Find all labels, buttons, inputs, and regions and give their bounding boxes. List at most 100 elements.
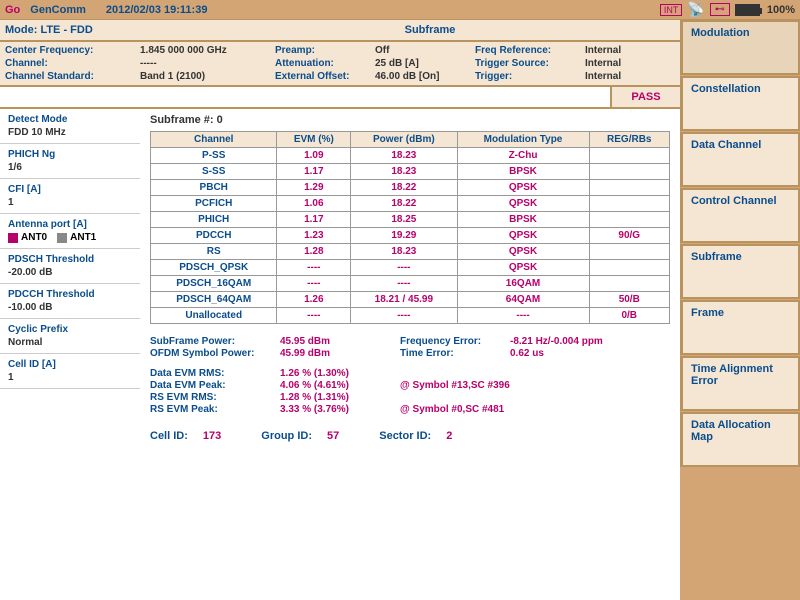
- table-header: Channel: [151, 132, 277, 148]
- table-cell: ----: [457, 308, 589, 324]
- table-row: Unallocated------------0/B: [151, 308, 670, 324]
- section-title: Subframe: [180, 24, 680, 36]
- table-cell: 1.17: [277, 212, 351, 228]
- ch-label: Channel:: [5, 58, 140, 69]
- pdsch-value: -20.00 dB: [8, 267, 132, 278]
- info-panel: Center Frequency: Channel: Channel Stand…: [0, 42, 680, 87]
- table-row: P-SS1.0918.23Z-Chu: [151, 148, 670, 164]
- table-cell: RS: [151, 244, 277, 260]
- table-row: PHICH1.1718.25BPSK: [151, 212, 670, 228]
- left-params-panel: Detect Mode FDD 10 MHz PHICH Ng 1/6 CFI …: [0, 109, 140, 600]
- ofdm-power-label: OFDM Symbol Power:: [150, 348, 280, 359]
- table-cell: 18.23: [351, 244, 457, 260]
- table-cell: BPSK: [457, 212, 589, 228]
- table-cell: QPSK: [457, 196, 589, 212]
- center-area: Subframe #: 0 ChannelEVM (%)Power (dBm)M…: [140, 109, 680, 600]
- trig-label: Trigger:: [475, 71, 585, 82]
- table-cell: ----: [351, 308, 457, 324]
- param-pdsch-threshold[interactable]: PDSCH Threshold -20.00 dB: [0, 249, 140, 284]
- rs-evm-peak-label: RS EVM Peak:: [150, 404, 280, 415]
- table-cell: [589, 244, 669, 260]
- table-cell: 1.09: [277, 148, 351, 164]
- menu-data-allocation[interactable]: Data Allocation Map: [680, 412, 800, 467]
- table-header: Power (dBm): [351, 132, 457, 148]
- table-cell: [589, 196, 669, 212]
- table-cell: PDCCH: [151, 228, 277, 244]
- cfi-label: CFI [A]: [8, 184, 132, 195]
- detect-label: Detect Mode: [8, 114, 132, 125]
- cs-label: Channel Standard:: [5, 71, 140, 82]
- table-cell: 18.23: [351, 148, 457, 164]
- table-cell: ----: [277, 276, 351, 292]
- table-header: EVM (%): [277, 132, 351, 148]
- table-cell: PDSCH_QPSK: [151, 260, 277, 276]
- menu-data-channel[interactable]: Data Channel: [680, 132, 800, 187]
- param-detect-mode[interactable]: Detect Mode FDD 10 MHz: [0, 109, 140, 144]
- ant1-swatch: [57, 233, 67, 243]
- param-cell-id[interactable]: Cell ID [A] 1: [0, 354, 140, 389]
- phich-value: 1/6: [8, 162, 132, 173]
- param-cyclic-prefix[interactable]: Cyclic Prefix Normal: [0, 319, 140, 354]
- table-cell: 18.21 / 45.99: [351, 292, 457, 308]
- ch-value: -----: [140, 58, 275, 69]
- cellid-value: 1: [8, 372, 132, 383]
- ofdm-power-value: 45.99 dBm: [280, 348, 400, 359]
- table-cell: Unallocated: [151, 308, 277, 324]
- extoff-label: External Offset:: [275, 71, 375, 82]
- mode-row: Mode: LTE - FDD Subframe: [0, 20, 680, 42]
- channel-table: ChannelEVM (%)Power (dBm)Modulation Type…: [150, 131, 670, 324]
- sector-id-value: 2: [446, 430, 452, 442]
- rs-evm-rms-label: RS EVM RMS:: [150, 392, 280, 403]
- data-evm-rms-value: 1.26 % (1.30%): [280, 368, 400, 379]
- data-evm-peak-label: Data EVM Peak:: [150, 380, 280, 391]
- table-cell: ----: [351, 276, 457, 292]
- table-cell: [589, 164, 669, 180]
- table-row: PDSCH_16QAM--------16QAM: [151, 276, 670, 292]
- table-cell: 90/G: [589, 228, 669, 244]
- freq-err-value: -8.21 Hz/-0.004 ppm: [510, 336, 603, 347]
- battery-icon: [735, 4, 760, 16]
- menu-frame[interactable]: Frame: [680, 300, 800, 355]
- table-cell: PDSCH_64QAM: [151, 292, 277, 308]
- app-title: GenComm: [30, 4, 86, 16]
- table-cell: PCFICH: [151, 196, 277, 212]
- menu-control-channel[interactable]: Control Channel: [680, 188, 800, 243]
- cfi-value: 1: [8, 197, 132, 208]
- extoff-value: 46.00 dB [On]: [375, 71, 475, 82]
- param-antenna[interactable]: Antenna port [A] ANT0 ANT1: [0, 214, 140, 249]
- rs-evm-rms-value: 1.28 % (1.31%): [280, 392, 400, 403]
- table-cell: 18.23: [351, 164, 457, 180]
- satellite-icon: 📡: [687, 1, 704, 18]
- metrics-block: SubFrame Power: 45.95 dBm Frequency Erro…: [150, 336, 670, 415]
- usb-icon: ⊷: [710, 3, 730, 16]
- group-id-value: 57: [327, 430, 339, 442]
- table-row: PDSCH_QPSK--------QPSK: [151, 260, 670, 276]
- cell-id-value: 173: [203, 430, 221, 442]
- param-pdcch-threshold[interactable]: PDCCH Threshold -10.00 dB: [0, 284, 140, 319]
- time-err-value: 0.62 us: [510, 348, 544, 359]
- table-cell: QPSK: [457, 180, 589, 196]
- param-cfi[interactable]: CFI [A] 1: [0, 179, 140, 214]
- table-header: REG/RBs: [589, 132, 669, 148]
- menu-modulation[interactable]: Modulation: [680, 20, 800, 75]
- data-evm-peak-extra: @ Symbol #13,SC #396: [400, 380, 510, 391]
- pass-row: PASS: [0, 87, 680, 109]
- menu-time-alignment[interactable]: Time Alignment Error: [680, 356, 800, 411]
- pdcch-label: PDCCH Threshold: [8, 289, 132, 300]
- table-cell: 1.29: [277, 180, 351, 196]
- int-icon: INT: [660, 4, 683, 16]
- freqref-label: Freq Reference:: [475, 45, 585, 56]
- menu-constellation[interactable]: Constellation: [680, 76, 800, 131]
- ant1-label: ANT1: [70, 232, 96, 243]
- table-cell: [589, 148, 669, 164]
- table-cell: PHICH: [151, 212, 277, 228]
- table-cell: 18.22: [351, 196, 457, 212]
- table-cell: 19.29: [351, 228, 457, 244]
- menu-subframe[interactable]: Subframe: [680, 244, 800, 299]
- param-phich[interactable]: PHICH Ng 1/6: [0, 144, 140, 179]
- ant0-label: ANT0: [21, 232, 47, 243]
- cyclic-value: Normal: [8, 337, 132, 348]
- sector-id-label: Sector ID:: [379, 430, 431, 442]
- table-header: Modulation Type: [457, 132, 589, 148]
- atten-label: Attenuation:: [275, 58, 375, 69]
